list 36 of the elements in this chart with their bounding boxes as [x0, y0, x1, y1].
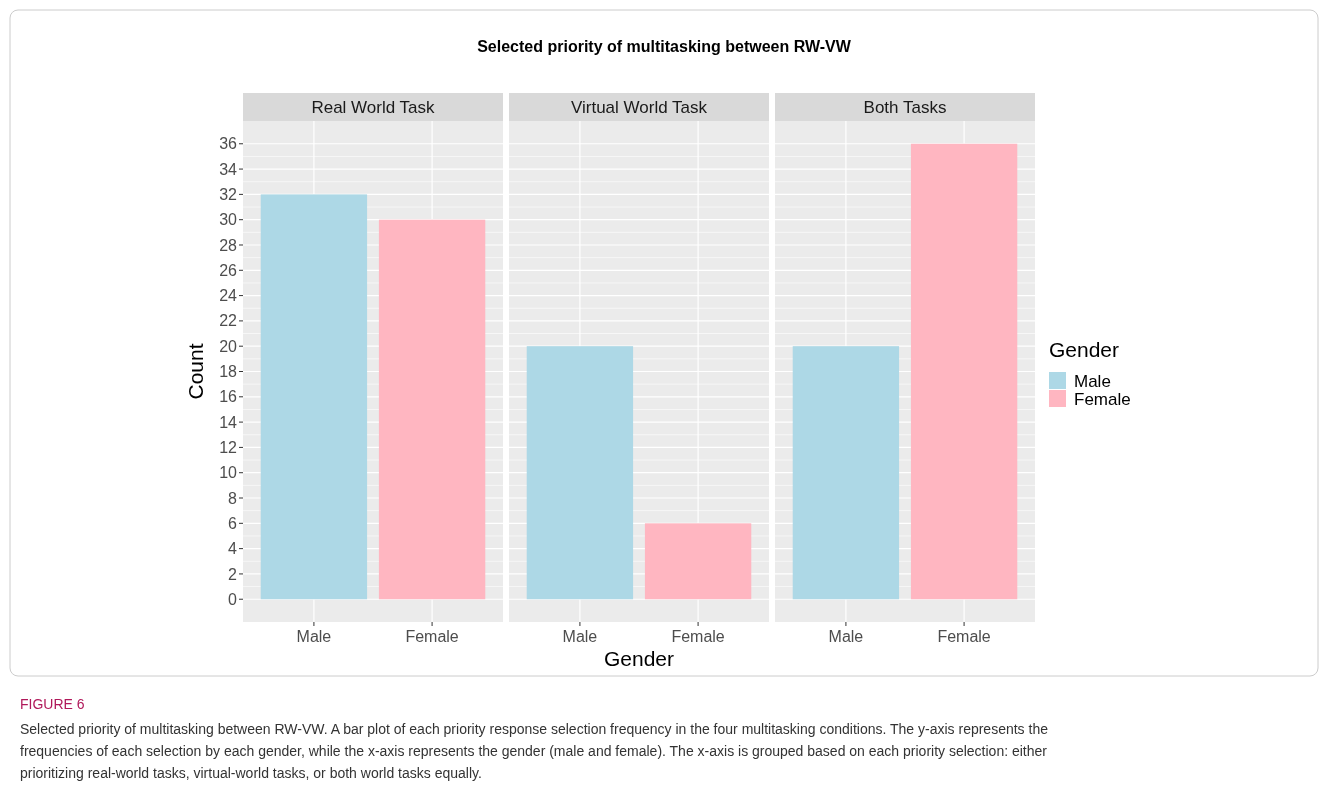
legend-title: Gender: [1049, 338, 1120, 361]
y-tick-label: 14: [219, 413, 238, 431]
chart-title: Virtual World Task: [570, 98, 708, 117]
text: Selected priority of multitasking between RW-VW. A bar plot of each priority response selection frequency in the four multitasking conditions. The y-axis represents the frequencies of each selection by each gender, while the x-axis represents the gender (male and female). The x-axis is grouped based on each priority selection: either prioritizing real-world tasks, virtual-world tasks, or both world tasks equally.: [20, 721, 1049, 781]
chart-title: Both Tasks: [863, 98, 947, 117]
y-tick-label: 10: [219, 464, 238, 482]
y-tick-label: 6: [228, 514, 238, 532]
y-tick-label: 28: [219, 236, 238, 254]
x-tick-label: Male: [562, 628, 598, 645]
y-tick-label: 34: [219, 160, 238, 178]
y-tick-label: 16: [219, 388, 238, 406]
legend-label: Female: [1074, 389, 1131, 409]
y-tick-label: 4: [228, 540, 238, 558]
y-tick-label: 2: [228, 565, 238, 583]
x-tick-label: Female: [937, 628, 991, 645]
y-tick-label: 22: [219, 312, 238, 330]
legend-label: Male: [1074, 371, 1111, 391]
caption: FIGURE 6: [20, 696, 85, 712]
y-tick-label: 30: [219, 211, 238, 229]
y-tick-label: 24: [219, 287, 238, 305]
x-tick-label: Male: [828, 628, 864, 645]
y-tick-label: 36: [219, 135, 238, 153]
y-tick-label: 20: [219, 337, 238, 355]
y-tick-label: 32: [219, 185, 238, 203]
text: Selected priority of multitasking between RW-VW: [477, 38, 852, 55]
y-tick-label: 12: [219, 439, 238, 457]
x-tick-label: Female: [405, 628, 459, 645]
x-axis-title: Gender: [603, 647, 675, 670]
y-tick-label: 0: [228, 590, 238, 608]
x-tick-label: Male: [296, 628, 332, 645]
y-tick-label: 26: [219, 261, 238, 279]
chart-title: Real World Task: [311, 98, 436, 117]
x-tick-label: Female: [671, 628, 725, 645]
y-axis-title: Count: [184, 343, 207, 400]
y-tick-label: 8: [228, 489, 238, 507]
y-tick-label: 18: [219, 363, 238, 381]
